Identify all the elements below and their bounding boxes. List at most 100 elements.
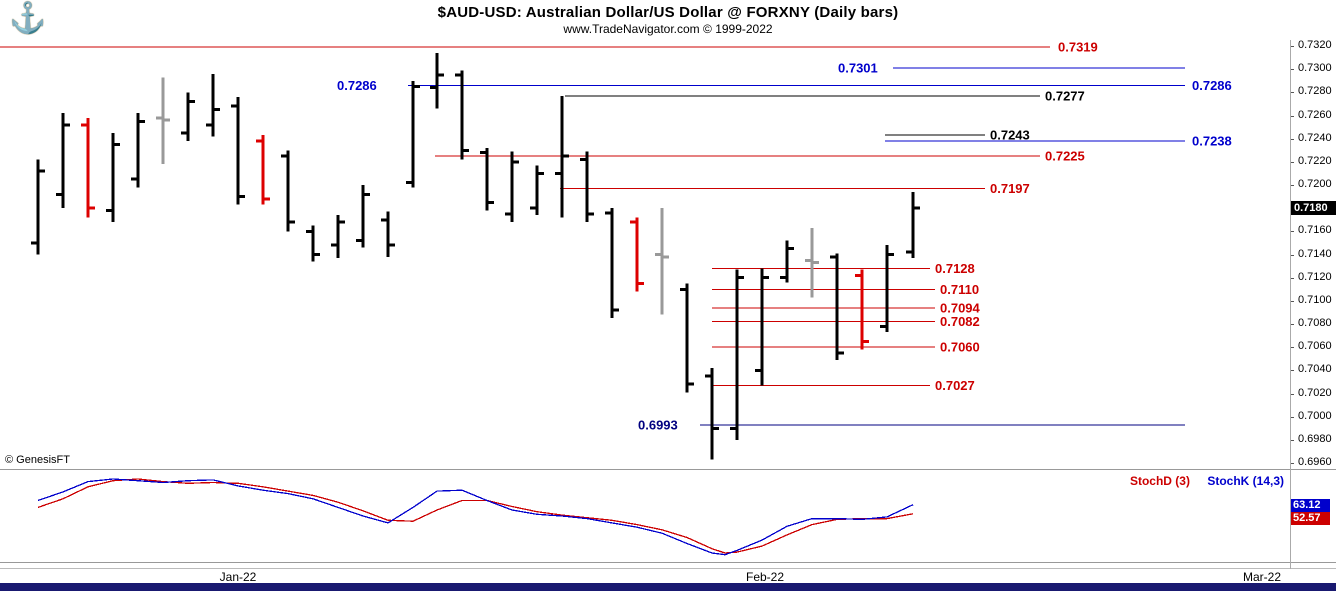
panel-divider [0, 469, 1336, 470]
date-axis: Jan-22 Feb-22 Mar-22 [0, 569, 1336, 584]
ohlc-bar [555, 95, 569, 218]
price-level-label: 0.7027 [935, 378, 975, 393]
ohlc-bar [780, 240, 794, 283]
stochk-value-badge: 63.12 [1290, 498, 1330, 512]
price-axis-label: 0.7240 [1298, 131, 1332, 144]
axis-tick [1290, 115, 1294, 117]
stochk-legend-label: StochK (14,3) [1207, 474, 1284, 488]
price-level-label: 0.6993 [638, 417, 678, 432]
price-level-label: 0.7128 [935, 261, 975, 276]
axis-tick [1290, 393, 1294, 395]
ohlc-bar [605, 208, 619, 319]
ohlc-bar [331, 215, 345, 258]
price-level-label: 0.7082 [940, 314, 980, 329]
axis-tick [1290, 416, 1294, 418]
stochastic-chart-canvas[interactable] [0, 470, 1290, 562]
axis-tick [1290, 370, 1294, 372]
price-axis-label: 0.6980 [1298, 432, 1332, 445]
price-axis-label: 0.7160 [1298, 224, 1332, 237]
price-level-label: 0.7286 [337, 78, 377, 93]
ohlc-bar [181, 92, 195, 141]
price-level-label: 0.7238 [1192, 133, 1232, 148]
axis-tick [1290, 69, 1294, 71]
ohlc-bar [81, 117, 95, 218]
ohlc-bar [206, 73, 220, 137]
stochk-line [37, 478, 914, 556]
axis-tick [1290, 138, 1294, 140]
ohlc-bar [306, 225, 320, 262]
price-chart-canvas[interactable]: 0.7319 0.7301 0.7286 0.7286 0.7277 0.7243 0.72… [0, 40, 1290, 470]
axis-tick [1290, 439, 1294, 441]
price-axis-label: 0.7320 [1298, 39, 1332, 51]
price-axis-label: 0.7220 [1298, 154, 1332, 167]
price-axis: 0.7320 0.7300 0.7280 0.7260 0.7240 0.7220 0.72… [1290, 0, 1336, 591]
price-axis-label: 0.7020 [1298, 386, 1332, 399]
last-price-badge: 0.7180 [1290, 201, 1336, 216]
price-axis-label: 0.7280 [1298, 85, 1332, 98]
axis-tick [1290, 300, 1294, 302]
date-axis-label: Mar-22 [1242, 570, 1282, 584]
price-axis-label: 0.7000 [1298, 409, 1332, 422]
price-axis-label: 0.7260 [1298, 108, 1332, 121]
ohlc-bar [231, 96, 245, 205]
price-axis-label: 0.7200 [1298, 178, 1332, 190]
price-axis-label: 0.7060 [1298, 340, 1332, 353]
ohlc-bar [455, 70, 469, 160]
price-level-label: 0.7243 [990, 128, 1030, 143]
axis-tick [1290, 324, 1294, 325]
ohlc-bar [406, 80, 420, 188]
genesis-copyright: © GenesisFT [5, 454, 70, 466]
ohlc-bar [281, 150, 295, 232]
price-level-label: 0.7110 [940, 282, 979, 297]
stoch-legend: StochD (3) StochK (14,3) [0, 474, 1284, 488]
date-axis-label: Jan-22 [219, 570, 257, 584]
ohlc-bar [755, 268, 769, 386]
chart-header: ⚓ $AUD-USD: Australian Dollar/US Dollar … [0, 0, 1336, 40]
ohlc-bar [31, 159, 45, 255]
ohlc-bar [830, 253, 844, 360]
stochd-line [37, 478, 914, 554]
ohlc-bar [730, 269, 744, 440]
axis-tick [1290, 92, 1294, 94]
ohlc-bar [381, 211, 395, 257]
anchor-logo-icon: ⚓ [9, 2, 47, 35]
stochd-legend-label: StochD (3) [1129, 474, 1190, 488]
ohlc-bar [156, 77, 170, 165]
bottom-strip [0, 583, 1336, 591]
axis-divider [1290, 40, 1291, 569]
panel-divider [0, 568, 1336, 569]
ohlc-bar [56, 113, 70, 209]
axis-tick [1290, 185, 1294, 186]
ohlc-bar [356, 185, 370, 248]
ohlc-bar [430, 52, 444, 109]
price-axis-label: 0.7080 [1298, 317, 1332, 329]
ohlc-bar [630, 217, 644, 292]
axis-tick [1290, 463, 1294, 464]
price-axis-label: 0.7100 [1298, 293, 1332, 306]
date-axis-label: Feb-22 [745, 570, 785, 584]
price-level-label: 0.7319 [1058, 40, 1098, 55]
price-level-label: 0.7301 [838, 61, 878, 76]
price-level-label: 0.7060 [940, 340, 980, 355]
ohlc-bar [680, 283, 694, 393]
price-level-label: 0.7225 [1045, 149, 1085, 164]
price-axis-label: 0.7120 [1298, 270, 1332, 283]
ohlc-bar [505, 151, 519, 223]
ohlc-bar [256, 135, 270, 205]
price-level-label: 0.7094 [940, 300, 981, 315]
ohlc-bar [131, 113, 145, 188]
ohlc-bar [705, 368, 719, 460]
stochd-value-badge: 52.57 [1290, 511, 1330, 525]
ohlc-bar [580, 151, 594, 223]
ohlc-bar [530, 165, 544, 216]
chart-title: $AUD-USD: Australian Dollar/US Dollar @ … [437, 4, 899, 21]
axis-tick [1290, 231, 1294, 233]
price-axis-label: 0.7300 [1298, 62, 1332, 75]
axis-tick [1290, 277, 1294, 279]
ohlc-bar [880, 245, 894, 333]
price-axis-label: 0.7040 [1298, 363, 1332, 376]
price-level-label: 0.7277 [1045, 88, 1085, 103]
ohlc-bar [855, 269, 869, 350]
price-level-label: 0.7286 [1192, 78, 1232, 93]
